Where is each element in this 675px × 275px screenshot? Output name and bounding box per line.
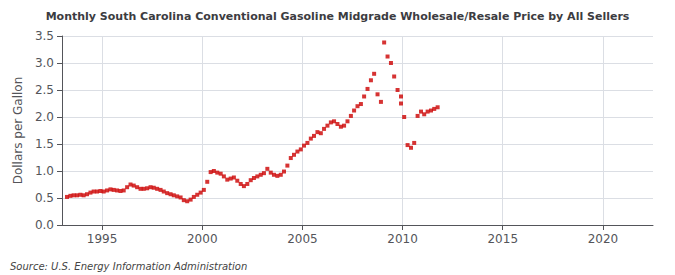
- svg-text:1995: 1995: [87, 232, 118, 246]
- svg-text:2020: 2020: [588, 232, 619, 246]
- svg-text:3.5: 3.5: [35, 29, 54, 43]
- svg-text:2.0: 2.0: [35, 110, 54, 124]
- svg-text:2.5: 2.5: [35, 83, 54, 97]
- svg-text:Source: U.S. Energy Informatio: Source: U.S. Energy Information Administ…: [10, 261, 247, 272]
- svg-text:3.0: 3.0: [35, 56, 54, 70]
- svg-text:0.5: 0.5: [35, 191, 54, 205]
- svg-text:2005: 2005: [287, 232, 318, 246]
- svg-text:2015: 2015: [487, 232, 518, 246]
- svg-text:1.0: 1.0: [35, 164, 54, 178]
- svg-text:1.5: 1.5: [35, 137, 54, 151]
- svg-text:Monthly South Carolina Convent: Monthly South Carolina Conventional Gaso…: [46, 10, 630, 23]
- svg-text:2010: 2010: [387, 232, 418, 246]
- svg-text:0.0: 0.0: [35, 218, 54, 232]
- svg-text:2000: 2000: [187, 232, 218, 246]
- svg-text:Dollars per Gallon: Dollars per Gallon: [11, 77, 25, 185]
